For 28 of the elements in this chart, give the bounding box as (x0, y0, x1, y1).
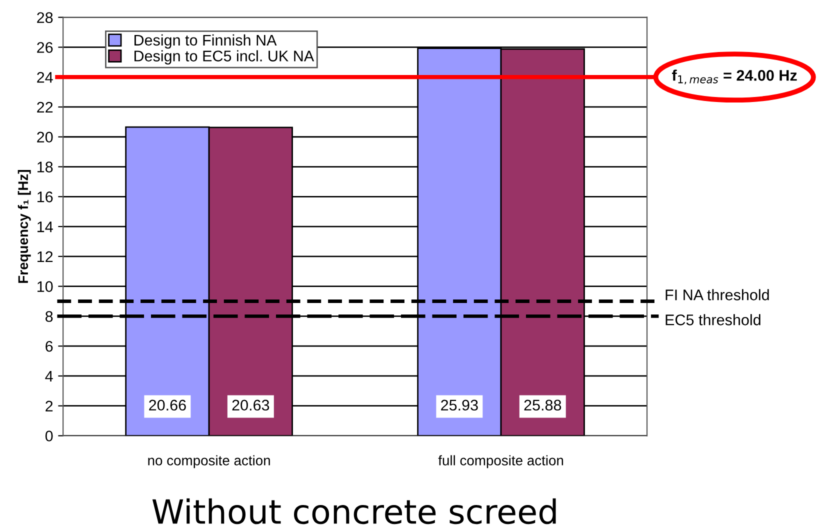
y-tick-label: 26 (37, 42, 53, 53)
y-tick-label: 2 (46, 400, 53, 412)
y-tick-label: 16 (38, 192, 53, 202)
y-tick-label: 10 (38, 281, 53, 292)
data-label: 20.66 (149, 400, 186, 411)
y-tick-label: 8 (46, 311, 53, 322)
y-tick-label: 0 (45, 430, 53, 442)
data-label: 25.88 (524, 400, 562, 411)
ref-line-label: f$_{1,meas}$ = 24.00 Hz (672, 70, 797, 84)
y-axis-title: Frequency f₁ [Hz] (18, 170, 31, 283)
y-tick-label: 20 (37, 132, 53, 143)
x-tick-label: no composite action (148, 455, 270, 468)
y-tick-label: 6 (46, 340, 53, 352)
data-label: 20.63 (232, 400, 270, 411)
y-tick-label: 12 (38, 251, 53, 262)
y-tick-label: 4 (45, 371, 53, 382)
y-tick-label: 28 (37, 12, 53, 24)
x-tick-label: full composite action (438, 455, 564, 468)
legend-label: Design to Finnish NA (134, 34, 277, 49)
ref-line-label: EC5 threshold (666, 314, 760, 326)
ref-line-label: FI NA threshold (666, 289, 769, 300)
y-tick-label: 14 (38, 222, 53, 232)
y-tick-label: 22 (37, 102, 53, 113)
legend-label: Design to EC5 incl. UK NA (134, 50, 314, 64)
y-tick-label: 24 (37, 72, 53, 83)
text: Without concrete screed (152, 498, 556, 524)
y-tick-label: 18 (38, 162, 53, 172)
data-label: 25.93 (441, 400, 478, 411)
